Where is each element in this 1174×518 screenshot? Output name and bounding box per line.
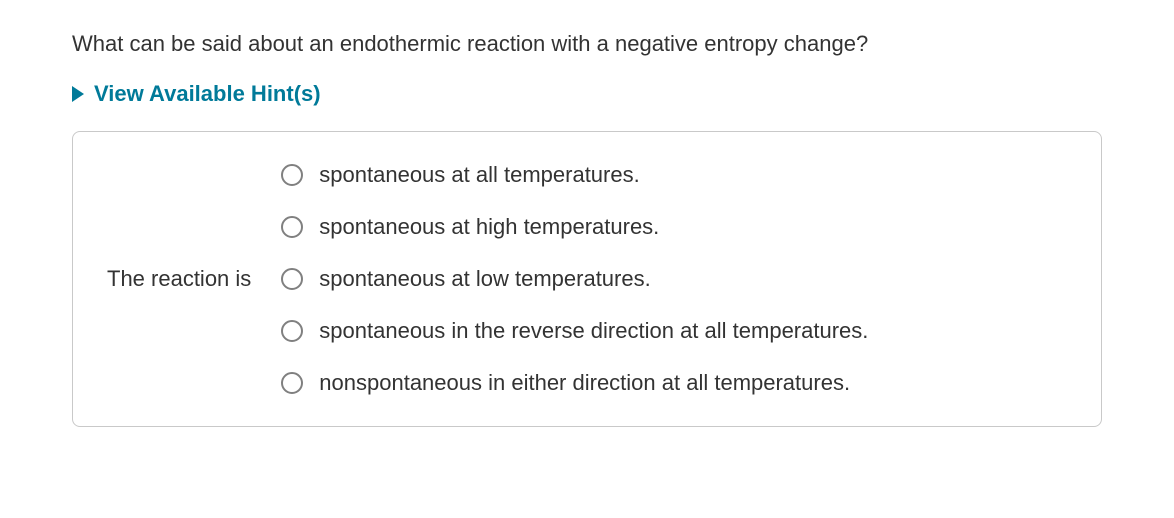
radio-icon [281,216,303,238]
answer-stem: The reaction is [107,266,251,292]
option-label: spontaneous at low temperatures. [319,266,650,292]
options-group: spontaneous at all temperatures. spontan… [281,162,868,396]
view-hints-toggle[interactable]: View Available Hint(s) [72,81,1102,107]
option-1[interactable]: spontaneous at high temperatures. [281,214,868,240]
radio-icon [281,268,303,290]
answer-panel: The reaction is spontaneous at all tempe… [72,131,1102,427]
option-label: spontaneous at high temperatures. [319,214,659,240]
question-text: What can be said about an endothermic re… [72,30,1102,59]
view-hints-label: View Available Hint(s) [94,81,321,107]
option-2[interactable]: spontaneous at low temperatures. [281,266,868,292]
option-0[interactable]: spontaneous at all temperatures. [281,162,868,188]
option-label: spontaneous in the reverse direction at … [319,318,868,344]
option-label: nonspontaneous in either direction at al… [319,370,850,396]
radio-icon [281,320,303,342]
triangle-right-icon [72,86,84,102]
radio-icon [281,372,303,394]
option-3[interactable]: spontaneous in the reverse direction at … [281,318,868,344]
option-label: spontaneous at all temperatures. [319,162,639,188]
option-4[interactable]: nonspontaneous in either direction at al… [281,370,868,396]
radio-icon [281,164,303,186]
